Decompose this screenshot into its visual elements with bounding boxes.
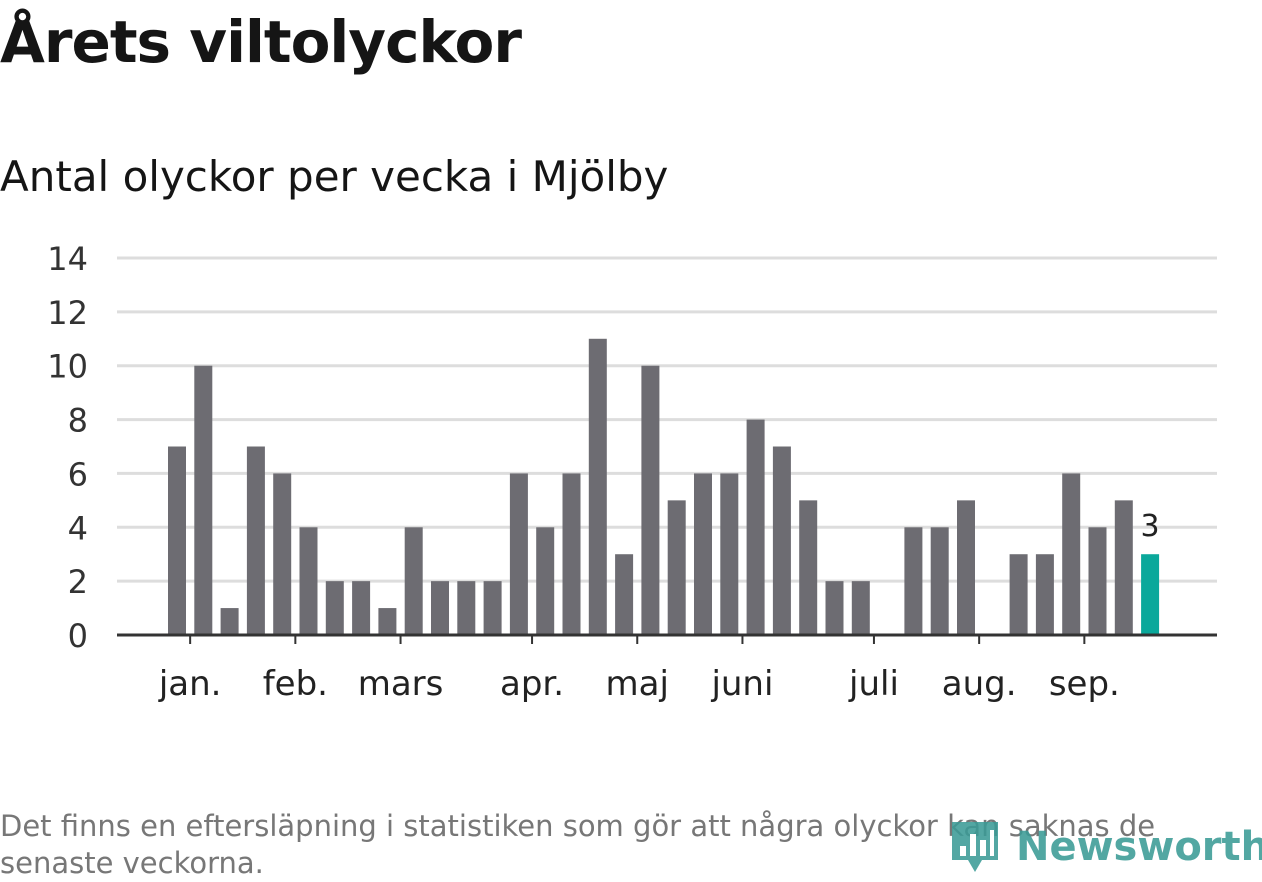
x-tick-label: maj xyxy=(606,664,669,704)
bar-week-6 xyxy=(299,527,318,635)
y-tick-label: 12 xyxy=(47,294,88,332)
bar-week-17 xyxy=(588,338,607,635)
data-labels: 3 xyxy=(1141,509,1160,544)
x-tick-label: mars xyxy=(358,664,444,704)
bar-week-5 xyxy=(273,473,292,635)
bar-week-30 xyxy=(930,527,949,635)
bar-week-35 xyxy=(1062,473,1081,635)
y-tick-label: 2 xyxy=(68,563,88,601)
x-tick-label: juli xyxy=(848,664,899,704)
newsworthy-logo-text: Newsworthy xyxy=(1016,824,1262,870)
y-tick-label: 14 xyxy=(47,240,88,278)
newsworthy-logo[interactable]: Newsworthy xyxy=(950,816,1262,878)
bar-week-20 xyxy=(667,500,686,635)
bar-week-24 xyxy=(772,446,791,635)
bar-week-13 xyxy=(483,581,502,635)
bar-week-34 xyxy=(1035,554,1054,635)
bar-week-26 xyxy=(825,581,844,635)
y-axis-ticks: 0 2 4 6 8 10 12 14 xyxy=(47,240,88,655)
bar-week-8 xyxy=(352,581,371,635)
x-tick-label: jan. xyxy=(158,664,222,704)
bars xyxy=(168,338,1160,635)
bar-week-31 xyxy=(957,500,975,635)
data-label-last-week: 3 xyxy=(1141,509,1160,544)
y-tick-label: 0 xyxy=(68,617,88,655)
bar-week-22 xyxy=(720,473,739,635)
bar-week-36 xyxy=(1088,527,1107,635)
x-tick-label: aug. xyxy=(942,664,1017,704)
x-tick-label: sep. xyxy=(1049,664,1120,704)
bar-week-29 xyxy=(904,527,923,635)
bar-week-15 xyxy=(536,527,555,635)
x-axis-ticks: jan. feb. mars apr. maj juni juli aug. sep. xyxy=(158,635,1120,704)
bar-week-33 xyxy=(1009,554,1028,635)
bar-week-37 xyxy=(1114,500,1133,635)
bar-week-27 xyxy=(851,581,870,635)
bar-week-7 xyxy=(325,581,344,635)
x-tick-label: feb. xyxy=(263,664,328,704)
bar-week-14 xyxy=(509,473,528,635)
bar-week-23 xyxy=(746,419,765,635)
bar-week-19 xyxy=(641,365,660,635)
bar-week-4 xyxy=(246,446,265,635)
bar-week-1 xyxy=(168,446,186,635)
bar-week-11 xyxy=(431,581,449,635)
y-tick-label: 6 xyxy=(68,455,88,493)
y-tick-label: 8 xyxy=(68,402,88,440)
x-tick-label: apr. xyxy=(500,664,564,704)
x-tick-label: juni xyxy=(710,664,773,704)
bar-week-9 xyxy=(378,608,397,635)
bar-week-12 xyxy=(457,581,476,635)
y-tick-label: 10 xyxy=(47,348,88,386)
bar-week-10 xyxy=(404,527,423,635)
bar-week-2 xyxy=(194,365,213,635)
bar-week-3 xyxy=(220,608,239,635)
bar-week-21 xyxy=(694,473,712,635)
chart-title: Årets viltolyckor xyxy=(0,8,522,76)
bar-week-25 xyxy=(799,500,818,635)
chart-subtitle: Antal olyckor per vecka i Mjölby xyxy=(0,152,669,201)
bar-week-18 xyxy=(615,554,634,635)
bar-week-16 xyxy=(562,473,581,635)
bar-week-38 xyxy=(1141,554,1160,635)
y-tick-label: 4 xyxy=(68,509,88,547)
newsworthy-logo-icon xyxy=(952,822,998,872)
